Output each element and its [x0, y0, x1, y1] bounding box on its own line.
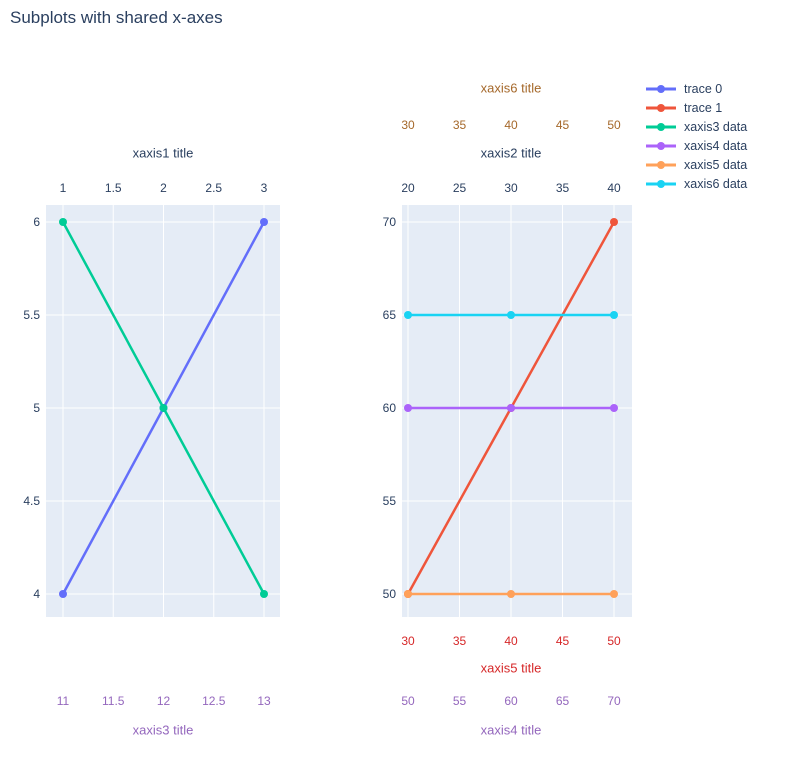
- legend-marker: [646, 84, 676, 93]
- tick-label-xaxis1: 2: [160, 181, 167, 195]
- tick-label-xaxis3: 12: [156, 694, 171, 708]
- xaxis5-title: xaxis5 title: [480, 660, 542, 676]
- tick-label-xaxis6: 35: [452, 118, 467, 132]
- tick-label-xaxis4: 50: [401, 694, 415, 708]
- tick-label-xaxis3: 12.5: [202, 694, 226, 708]
- tick-label-yaxis-left: 6: [33, 215, 40, 229]
- xaxis3-data-marker: [260, 590, 268, 598]
- tick-label-yaxis-right: 60: [382, 401, 396, 415]
- legend-item-label: xaxis4 data: [684, 138, 748, 153]
- xaxis4-title: xaxis4 title: [480, 722, 542, 738]
- xaxis6-data-marker: [507, 311, 515, 319]
- tick-label-yaxis-left: 5: [33, 401, 40, 415]
- xaxis5-data-marker: [507, 590, 515, 598]
- xaxis3-title: xaxis3 title: [132, 722, 194, 738]
- trace-0-marker: [59, 590, 67, 598]
- legend-marker: [646, 179, 676, 188]
- tick-label-xaxis6: 30: [401, 118, 415, 132]
- legend-marker: [646, 103, 676, 112]
- tick-label-xaxis2: 40: [607, 181, 621, 195]
- legend-item-xaxis6-data[interactable]: xaxis6 data: [645, 174, 747, 193]
- tick-label-xaxis4: 60: [504, 694, 518, 708]
- tick-label-xaxis1: 1.5: [104, 181, 122, 195]
- tick-label-xaxis5: 35: [452, 634, 467, 648]
- tick-label-xaxis6: 40: [504, 118, 518, 132]
- tick-label-xaxis3: 11: [56, 694, 70, 708]
- tick-label-yaxis-left: 4: [33, 587, 40, 601]
- plot-area-right[interactable]: [402, 205, 632, 617]
- tick-label-xaxis4: 65: [555, 694, 570, 708]
- tick-label-yaxis-right: 55: [382, 494, 396, 508]
- tick-label-xaxis5: 45: [555, 634, 570, 648]
- tick-label-xaxis5: 50: [607, 634, 621, 648]
- tick-label-xaxis1: 3: [260, 181, 268, 195]
- tick-label-yaxis-left: 5.5: [23, 308, 40, 322]
- legend-item-label: xaxis3 data: [684, 119, 748, 134]
- legend-item-xaxis3-data[interactable]: xaxis3 data: [645, 117, 747, 136]
- xaxis6-data-marker: [610, 311, 618, 319]
- legend-item-label: xaxis5 data: [684, 157, 748, 172]
- tick-label-yaxis-right: 50: [382, 587, 396, 601]
- tick-label-xaxis2: 30: [504, 181, 518, 195]
- xaxis5-data-marker: [404, 590, 412, 598]
- tick-label-xaxis1: 2.5: [205, 181, 223, 195]
- xaxis5-data-marker: [610, 590, 618, 598]
- tick-label-xaxis2: 35: [555, 181, 570, 195]
- legend-item-label: trace 0: [684, 81, 723, 96]
- tick-label-xaxis4: 70: [607, 694, 621, 708]
- tick-label-xaxis2: 25: [452, 181, 467, 195]
- tick-label-yaxis-right: 70: [382, 215, 396, 229]
- legend-marker: [646, 160, 676, 169]
- tick-label-yaxis-left: 4.5: [23, 494, 40, 508]
- tick-label-xaxis2: 20: [401, 181, 415, 195]
- trace-0-marker: [260, 218, 268, 226]
- legend-marker: [646, 141, 676, 150]
- tick-label-xaxis6: 50: [607, 118, 621, 132]
- xaxis3-data-marker: [159, 404, 168, 412]
- xaxis4-data-marker: [610, 404, 618, 412]
- tick-label-xaxis5: 40: [504, 634, 518, 648]
- legend: trace 0 trace 1 xaxis3 data xaxis4 data xaxi…: [645, 79, 747, 193]
- legend-item-trace-0[interactable]: trace 0: [645, 79, 747, 98]
- xaxis2-title: xaxis2 title: [480, 145, 542, 161]
- legend-marker: [646, 122, 676, 131]
- tick-label-yaxis-right: 65: [382, 308, 396, 322]
- xaxis3-data-marker: [59, 218, 67, 226]
- tick-label-xaxis5: 30: [401, 634, 415, 648]
- legend-item-xaxis4-data[interactable]: xaxis4 data: [645, 136, 747, 155]
- tick-label-xaxis3: 11.5: [102, 694, 125, 708]
- legend-item-xaxis5-data[interactable]: xaxis5 data: [645, 155, 747, 174]
- legend-item-label: trace 1: [684, 100, 723, 115]
- xaxis6-title: xaxis6 title: [480, 80, 542, 96]
- legend-item-label: xaxis6 data: [684, 176, 748, 191]
- legend-item-trace-1[interactable]: trace 1: [645, 98, 747, 117]
- tick-label-xaxis4: 55: [452, 694, 467, 708]
- xaxis1-title: xaxis1 title: [132, 145, 194, 161]
- xaxis4-data-marker: [404, 404, 412, 412]
- trace-1-marker: [610, 218, 618, 226]
- tick-label-xaxis6: 45: [555, 118, 570, 132]
- xaxis4-data-marker: [507, 404, 515, 412]
- tick-label-xaxis1: 1: [59, 181, 67, 195]
- figure-title: Subplots with shared x-axes: [10, 8, 223, 27]
- tick-label-xaxis3: 13: [257, 694, 271, 708]
- xaxis6-data-marker: [404, 311, 412, 319]
